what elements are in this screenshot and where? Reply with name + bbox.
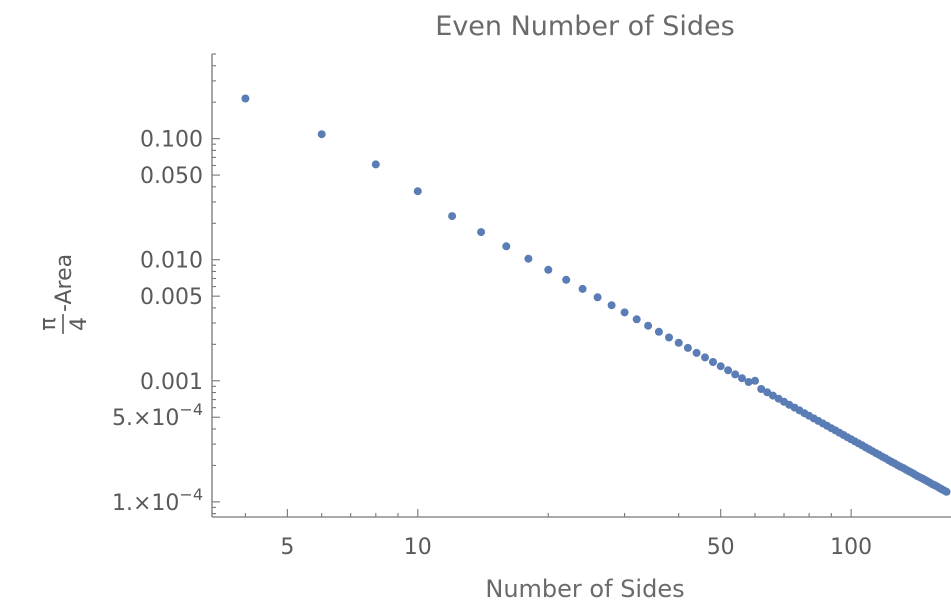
- x-axis-ticks: 5 10 50 100: [244, 509, 872, 560]
- y-tick-label: 5.×10−4: [112, 400, 203, 431]
- data-point: [683, 343, 692, 352]
- data-point: [654, 327, 663, 336]
- y-tick-label: 1.×10−4: [112, 485, 203, 516]
- data-point: [448, 212, 457, 221]
- chart-title: Even Number of Sides: [435, 11, 734, 42]
- data-point: [701, 353, 709, 362]
- data-point: [593, 293, 602, 302]
- data-point: [632, 315, 641, 324]
- data-point: [942, 487, 951, 496]
- y-tick-label: 0.001: [140, 370, 203, 395]
- data-point: [665, 333, 673, 342]
- y-tick-mantissa: 1.×10: [112, 491, 179, 516]
- data-point: [544, 265, 553, 274]
- data-point: [317, 130, 326, 139]
- data-point: [562, 275, 571, 284]
- y-axis-label-suffix: -Area: [52, 254, 77, 312]
- y-tick-label: 0.010: [140, 249, 203, 274]
- data-point: [371, 160, 380, 169]
- y-tick-exponent: −4: [179, 485, 203, 504]
- y-tick-mantissa: 5.×10: [112, 406, 179, 431]
- data-point: [716, 362, 725, 371]
- data-point: [524, 254, 533, 263]
- data-point: [607, 301, 616, 310]
- y-tick-exponent: −4: [179, 400, 203, 419]
- plot-frame: [211, 54, 951, 518]
- data-point: [692, 348, 701, 357]
- data-point: [413, 187, 422, 196]
- data-points: [241, 94, 951, 496]
- data-point: [620, 308, 629, 317]
- y-axis-label: π 4 -Area: [36, 254, 92, 334]
- x-tick-label: 5: [280, 535, 294, 560]
- data-point: [738, 374, 746, 383]
- data-point: [744, 378, 753, 386]
- y-axis-label-denominator: 4: [67, 317, 92, 331]
- data-point: [731, 370, 740, 379]
- data-point: [241, 94, 250, 103]
- data-point: [644, 321, 653, 330]
- x-tick-label: 50: [707, 535, 735, 560]
- data-point: [578, 284, 587, 293]
- data-point: [674, 338, 683, 347]
- x-axis-label: Number of Sides: [485, 575, 684, 603]
- x-tick-label: 100: [830, 535, 872, 560]
- y-tick-label: 0.100: [140, 128, 203, 153]
- data-point: [709, 358, 717, 366]
- data-point: [502, 242, 511, 251]
- data-point: [751, 376, 759, 385]
- x-tick-label: 10: [404, 535, 432, 560]
- data-point: [757, 385, 766, 393]
- y-tick-label: 0.050: [140, 164, 203, 189]
- data-point: [724, 366, 733, 375]
- y-axis-label-numerator: π: [36, 317, 61, 330]
- y-tick-label: 0.005: [140, 285, 203, 310]
- data-point: [477, 228, 486, 237]
